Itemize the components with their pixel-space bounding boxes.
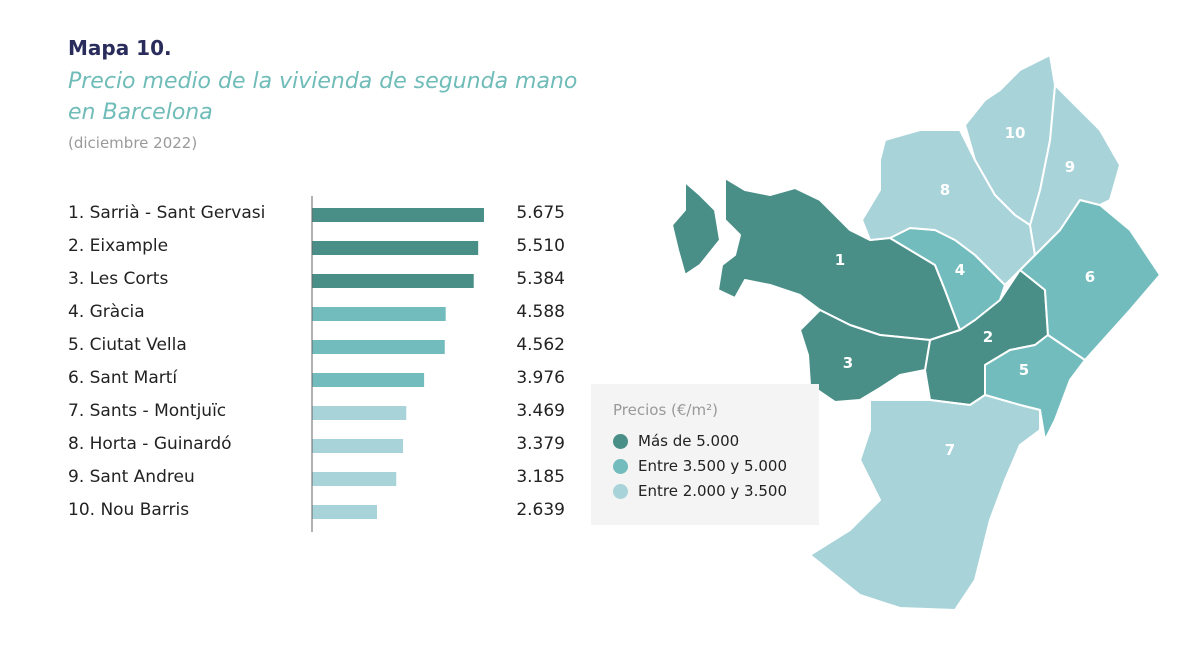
bar	[312, 406, 407, 420]
district-number: 4	[955, 261, 965, 279]
category-label: 7. Sants - Montjuïc	[68, 401, 227, 421]
legend-swatch	[613, 458, 628, 474]
district-shape	[671, 181, 721, 276]
district-number: 8	[940, 181, 950, 199]
data-label: 3.976	[516, 368, 565, 388]
data-label: 5.384	[516, 269, 565, 289]
data-label: 5.510	[516, 236, 565, 256]
category-label: 10. Nou Barris	[68, 500, 190, 520]
legend-swatch	[613, 433, 628, 449]
district-number: 10	[1005, 124, 1026, 142]
category-label: 6. Sant Martí	[68, 368, 178, 388]
category-label: 9. Sant Andreu	[68, 467, 195, 487]
bar	[312, 505, 377, 519]
legend-item-high: Más de 5.000	[613, 432, 739, 450]
bar	[312, 241, 479, 255]
district-number: 9	[1065, 158, 1075, 176]
bar	[312, 307, 446, 321]
data-label: 5.675	[516, 203, 565, 223]
district-7: 7	[809, 394, 1041, 611]
bar	[312, 439, 404, 453]
data-label: 2.639	[516, 500, 565, 520]
district-number: 7	[945, 441, 955, 459]
bar	[312, 472, 397, 486]
district-number: 1	[835, 251, 845, 269]
data-label: 3.185	[516, 467, 565, 487]
legend-item-mid: Entre 3.500 y 5.000	[613, 457, 787, 475]
district-number: 6	[1085, 268, 1095, 286]
bar	[312, 340, 445, 354]
legend-title: Precios (€/m²)	[613, 401, 718, 419]
figure-label: Mapa 10.	[68, 36, 172, 60]
legend-item-low: Entre 2.000 y 3.500	[613, 482, 787, 500]
bar	[312, 208, 484, 222]
legend-swatch	[613, 483, 628, 499]
category-label: 3. Les Corts	[68, 269, 169, 289]
district-shape	[809, 394, 1041, 611]
category-label: 4. Gràcia	[68, 302, 145, 322]
district-number: 2	[983, 328, 993, 346]
category-label: 8. Horta - Guinardó	[68, 434, 232, 454]
data-label: 3.379	[516, 434, 565, 454]
bar	[312, 274, 474, 288]
district-number: 5	[1019, 361, 1029, 379]
district-shape	[964, 54, 1056, 226]
bar	[312, 373, 425, 387]
chart-title: Precio medio de la vivienda de segunda m…	[68, 69, 578, 125]
data-label: 4.588	[516, 302, 565, 322]
data-label: 4.562	[516, 335, 565, 355]
chart-subtitle: (diciembre 2022)	[68, 134, 198, 152]
category-label: 2. Eixample	[68, 236, 169, 256]
legend: Precios (€/m²) Más de 5.000 Entre 3.500 …	[591, 384, 819, 525]
data-label: 3.469	[516, 401, 565, 421]
category-label: 5. Ciutat Vella	[68, 335, 187, 355]
category-label: 1. Sarrià - Sant Gervasi	[68, 203, 266, 223]
district-number: 3	[843, 354, 853, 372]
district-10: 10	[964, 54, 1056, 226]
